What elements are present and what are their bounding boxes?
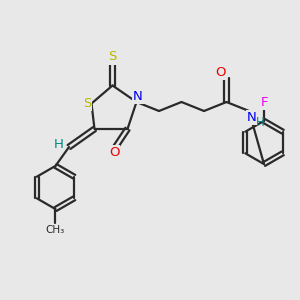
Text: CH₃: CH₃ <box>46 225 65 235</box>
Text: H: H <box>54 137 63 151</box>
Text: F: F <box>260 96 268 110</box>
Text: O: O <box>109 146 119 159</box>
Text: N: N <box>247 111 257 124</box>
Text: O: O <box>215 66 226 79</box>
Text: H: H <box>256 116 265 129</box>
Text: S: S <box>83 97 91 110</box>
Text: S: S <box>108 50 117 64</box>
Text: N: N <box>133 90 143 103</box>
